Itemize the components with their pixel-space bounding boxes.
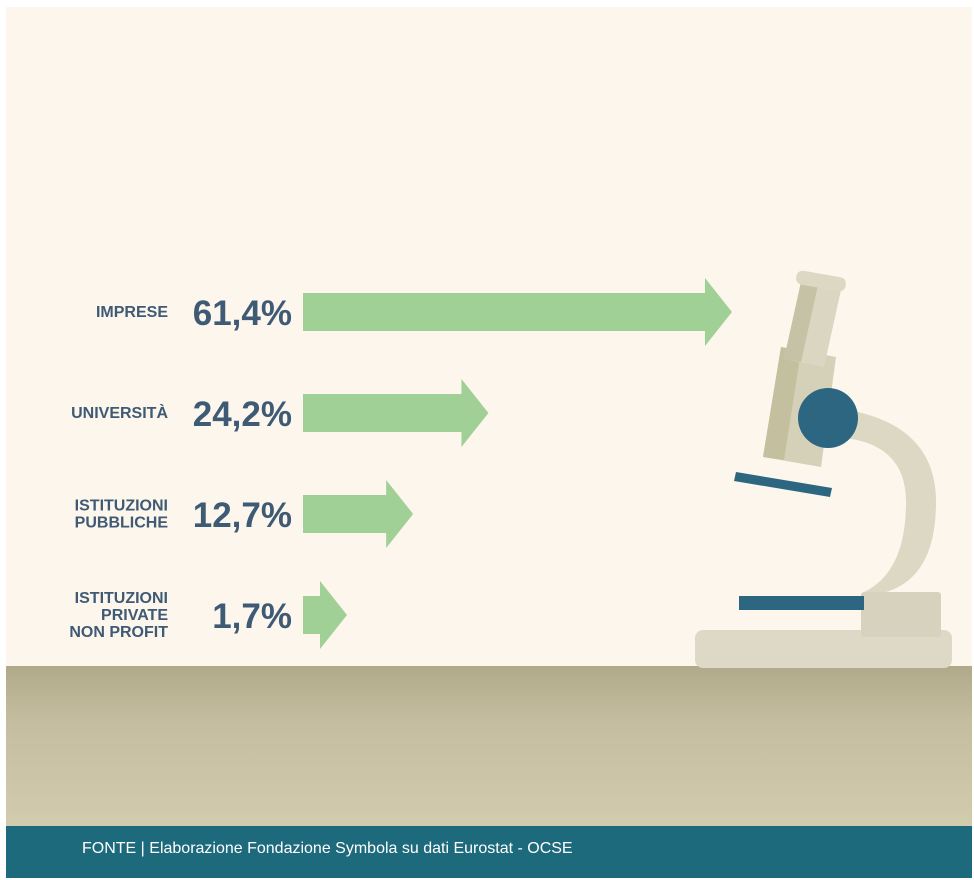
microscope-eyepiece-cap bbox=[796, 270, 846, 292]
arrow-bar-3 bbox=[303, 480, 414, 548]
microscope-focus-knob bbox=[798, 388, 858, 448]
microscope-icon bbox=[695, 270, 952, 668]
value-label-4: 1,7% bbox=[212, 597, 292, 636]
arrow-bar-4 bbox=[303, 581, 347, 649]
category-label-3: ISTITUZIONI PUBBLICHE bbox=[75, 498, 169, 532]
microscope-stage bbox=[739, 596, 864, 610]
source-text: FONTE | Elaborazione Fondazione Symbola … bbox=[82, 840, 573, 857]
arrow-bars bbox=[303, 278, 732, 649]
table-surface bbox=[6, 666, 972, 826]
value-label-3: 12,7% bbox=[193, 496, 292, 535]
category-label-4: ISTITUZIONI PRIVATE NON PROFIT bbox=[69, 590, 168, 641]
category-label-2: UNIVERSITÀ bbox=[71, 403, 168, 422]
value-label-1: 61,4% bbox=[193, 294, 292, 333]
microscope-base bbox=[695, 630, 952, 668]
category-label-1: IMPRESE bbox=[96, 304, 168, 321]
value-label-2: 24,2% bbox=[193, 395, 292, 434]
microscope-objective-plate bbox=[734, 472, 832, 497]
source-footer: FONTE | Elaborazione Fondazione Symbola … bbox=[6, 826, 972, 878]
microscope-pillar bbox=[861, 592, 941, 637]
bar-chart: 61,4% IMPRESE 24,2% UNIVERSITÀ 12,7% ISTITUZI… bbox=[69, 270, 952, 668]
microscope-arm bbox=[826, 407, 936, 592]
microscope-eyepiece-shade bbox=[784, 282, 818, 362]
bar-labels: 61,4% IMPRESE 24,2% UNIVERSITÀ 12,7% ISTITUZI… bbox=[69, 294, 292, 641]
microscope-tube-lower-shade bbox=[763, 347, 801, 460]
arrow-bar-1 bbox=[303, 278, 732, 346]
infographic-frame: 61,4% IMPRESE 24,2% UNIVERSITÀ 12,7% ISTITUZI… bbox=[6, 7, 972, 878]
arrow-bar-2 bbox=[303, 379, 489, 447]
